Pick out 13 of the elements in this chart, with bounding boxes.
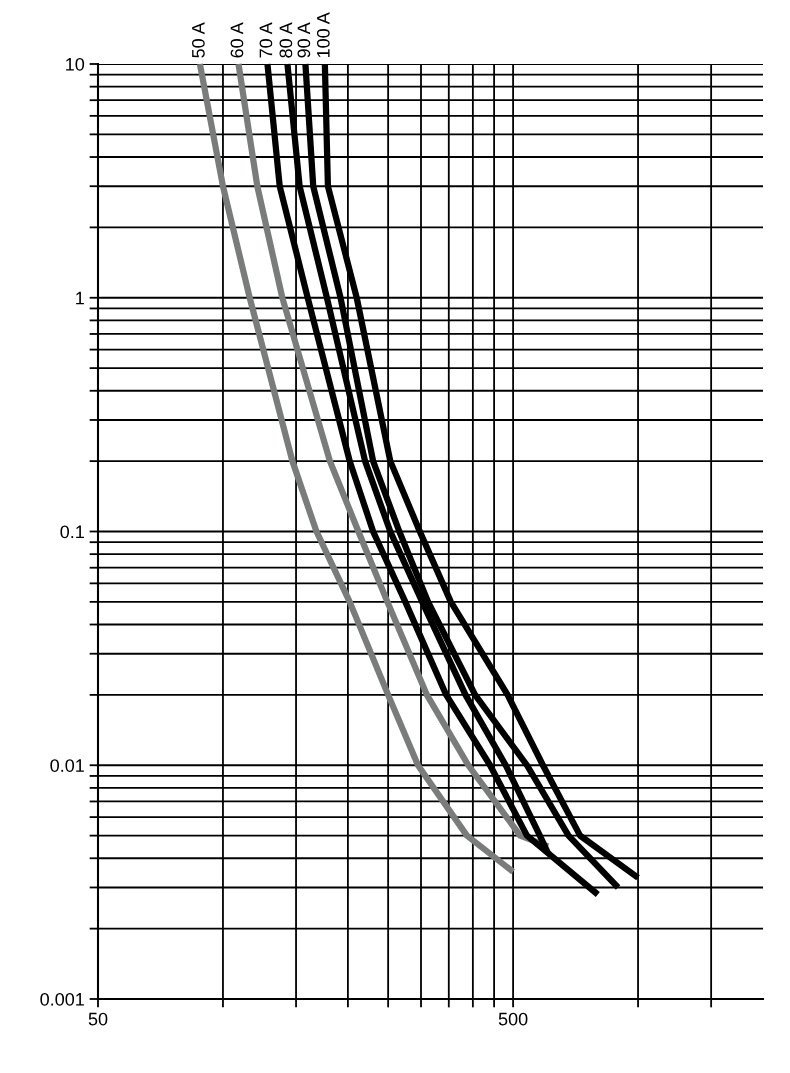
- text: 100 A: [316, 12, 330, 58]
- text: 50 A: [191, 22, 205, 58]
- x-tick-label: 500: [498, 1012, 528, 1026]
- y-tick-label: 10: [66, 57, 85, 71]
- y-tick-label: 0.001: [40, 992, 84, 1006]
- text: 70 A: [259, 22, 273, 58]
- text: 80 A: [279, 22, 293, 58]
- x-tick-label: 50: [88, 1012, 108, 1026]
- text: 60 A: [230, 22, 244, 58]
- y-tick-label: 0.1: [60, 525, 84, 539]
- text: 90 A: [297, 22, 311, 58]
- y-tick-label: 0.01: [50, 759, 84, 772]
- y-tick-label: 1: [76, 291, 84, 305]
